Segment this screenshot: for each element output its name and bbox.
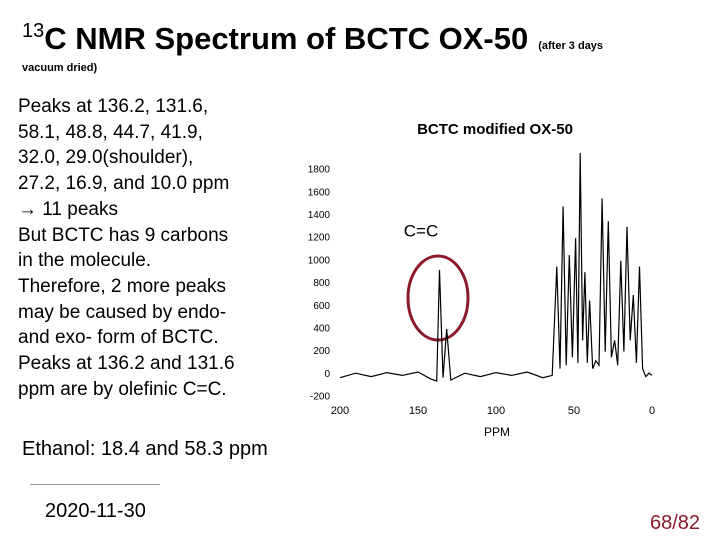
body-line: 27.2, 16.9, and 10.0 ppm xyxy=(18,173,230,195)
page-number: 68/82 xyxy=(650,512,701,534)
body-line: may be caused by endo- xyxy=(18,301,227,323)
body-line: 32.0, 29.0(shoulder), xyxy=(18,147,194,169)
body-line: ppm are by olefinic C=C. xyxy=(18,378,227,400)
y-tick-label: 600 xyxy=(313,301,330,312)
x-tick-label: 150 xyxy=(409,405,427,417)
title-superscript: 13 xyxy=(22,20,45,42)
y-tick-label: 1800 xyxy=(308,165,331,176)
body-line: Therefore, 2 more peaks xyxy=(18,275,227,297)
body-text: Peaks at 136.2, 131.6, 58.1, 48.8, 44.7, … xyxy=(18,94,235,402)
y-tick-label: 0 xyxy=(324,369,330,380)
x-tick-label: 200 xyxy=(331,405,349,417)
body-line: and exo- form of BCTC. xyxy=(18,327,219,349)
footer-rule xyxy=(30,484,160,485)
title-text: C NMR Spectrum of BCTC OX-50 xyxy=(44,21,529,56)
annotation: C=C xyxy=(404,221,438,240)
ethanol-note: Ethanol: 18.4 and 58.3 ppm xyxy=(22,438,268,460)
y-tick-label: 1000 xyxy=(308,255,331,266)
x-tick-label: 100 xyxy=(487,405,505,417)
title-note: vacuum dried) xyxy=(22,62,98,74)
y-tick-label: 400 xyxy=(313,324,330,335)
body-line: → 11 peaks xyxy=(18,198,118,220)
body-line: in the molecule. xyxy=(18,250,152,272)
y-tick-label: 1200 xyxy=(308,233,331,244)
y-tick-label: -200 xyxy=(310,392,330,403)
x-tick-label: 0 xyxy=(649,405,655,417)
x-tick-label: 50 xyxy=(568,405,580,417)
body-line: Peaks at 136.2, 131.6, xyxy=(18,96,209,117)
footer-date: 2020-11-30 xyxy=(45,500,146,522)
spectrum-line xyxy=(339,152,653,382)
y-tick-label: 800 xyxy=(313,278,330,289)
title-note: (after 3 days xyxy=(538,40,604,52)
chart-title: BCTC modified OX-50 xyxy=(417,121,573,138)
y-tick-label: 1400 xyxy=(308,210,331,221)
body-line: Peaks at 136.2 and 131.6 xyxy=(18,353,235,375)
slide-title: 13C NMR Spectrum of BCTC OX-50 (after 3 d… xyxy=(22,20,603,57)
y-tick-label: 1600 xyxy=(308,187,331,198)
x-axis-label: PPM xyxy=(484,425,510,439)
y-tick-label: 200 xyxy=(313,346,330,357)
body-line: 58.1, 48.8, 44.7, 41.9, xyxy=(18,121,203,143)
body-line: But BCTC has 9 carbons xyxy=(18,224,229,246)
